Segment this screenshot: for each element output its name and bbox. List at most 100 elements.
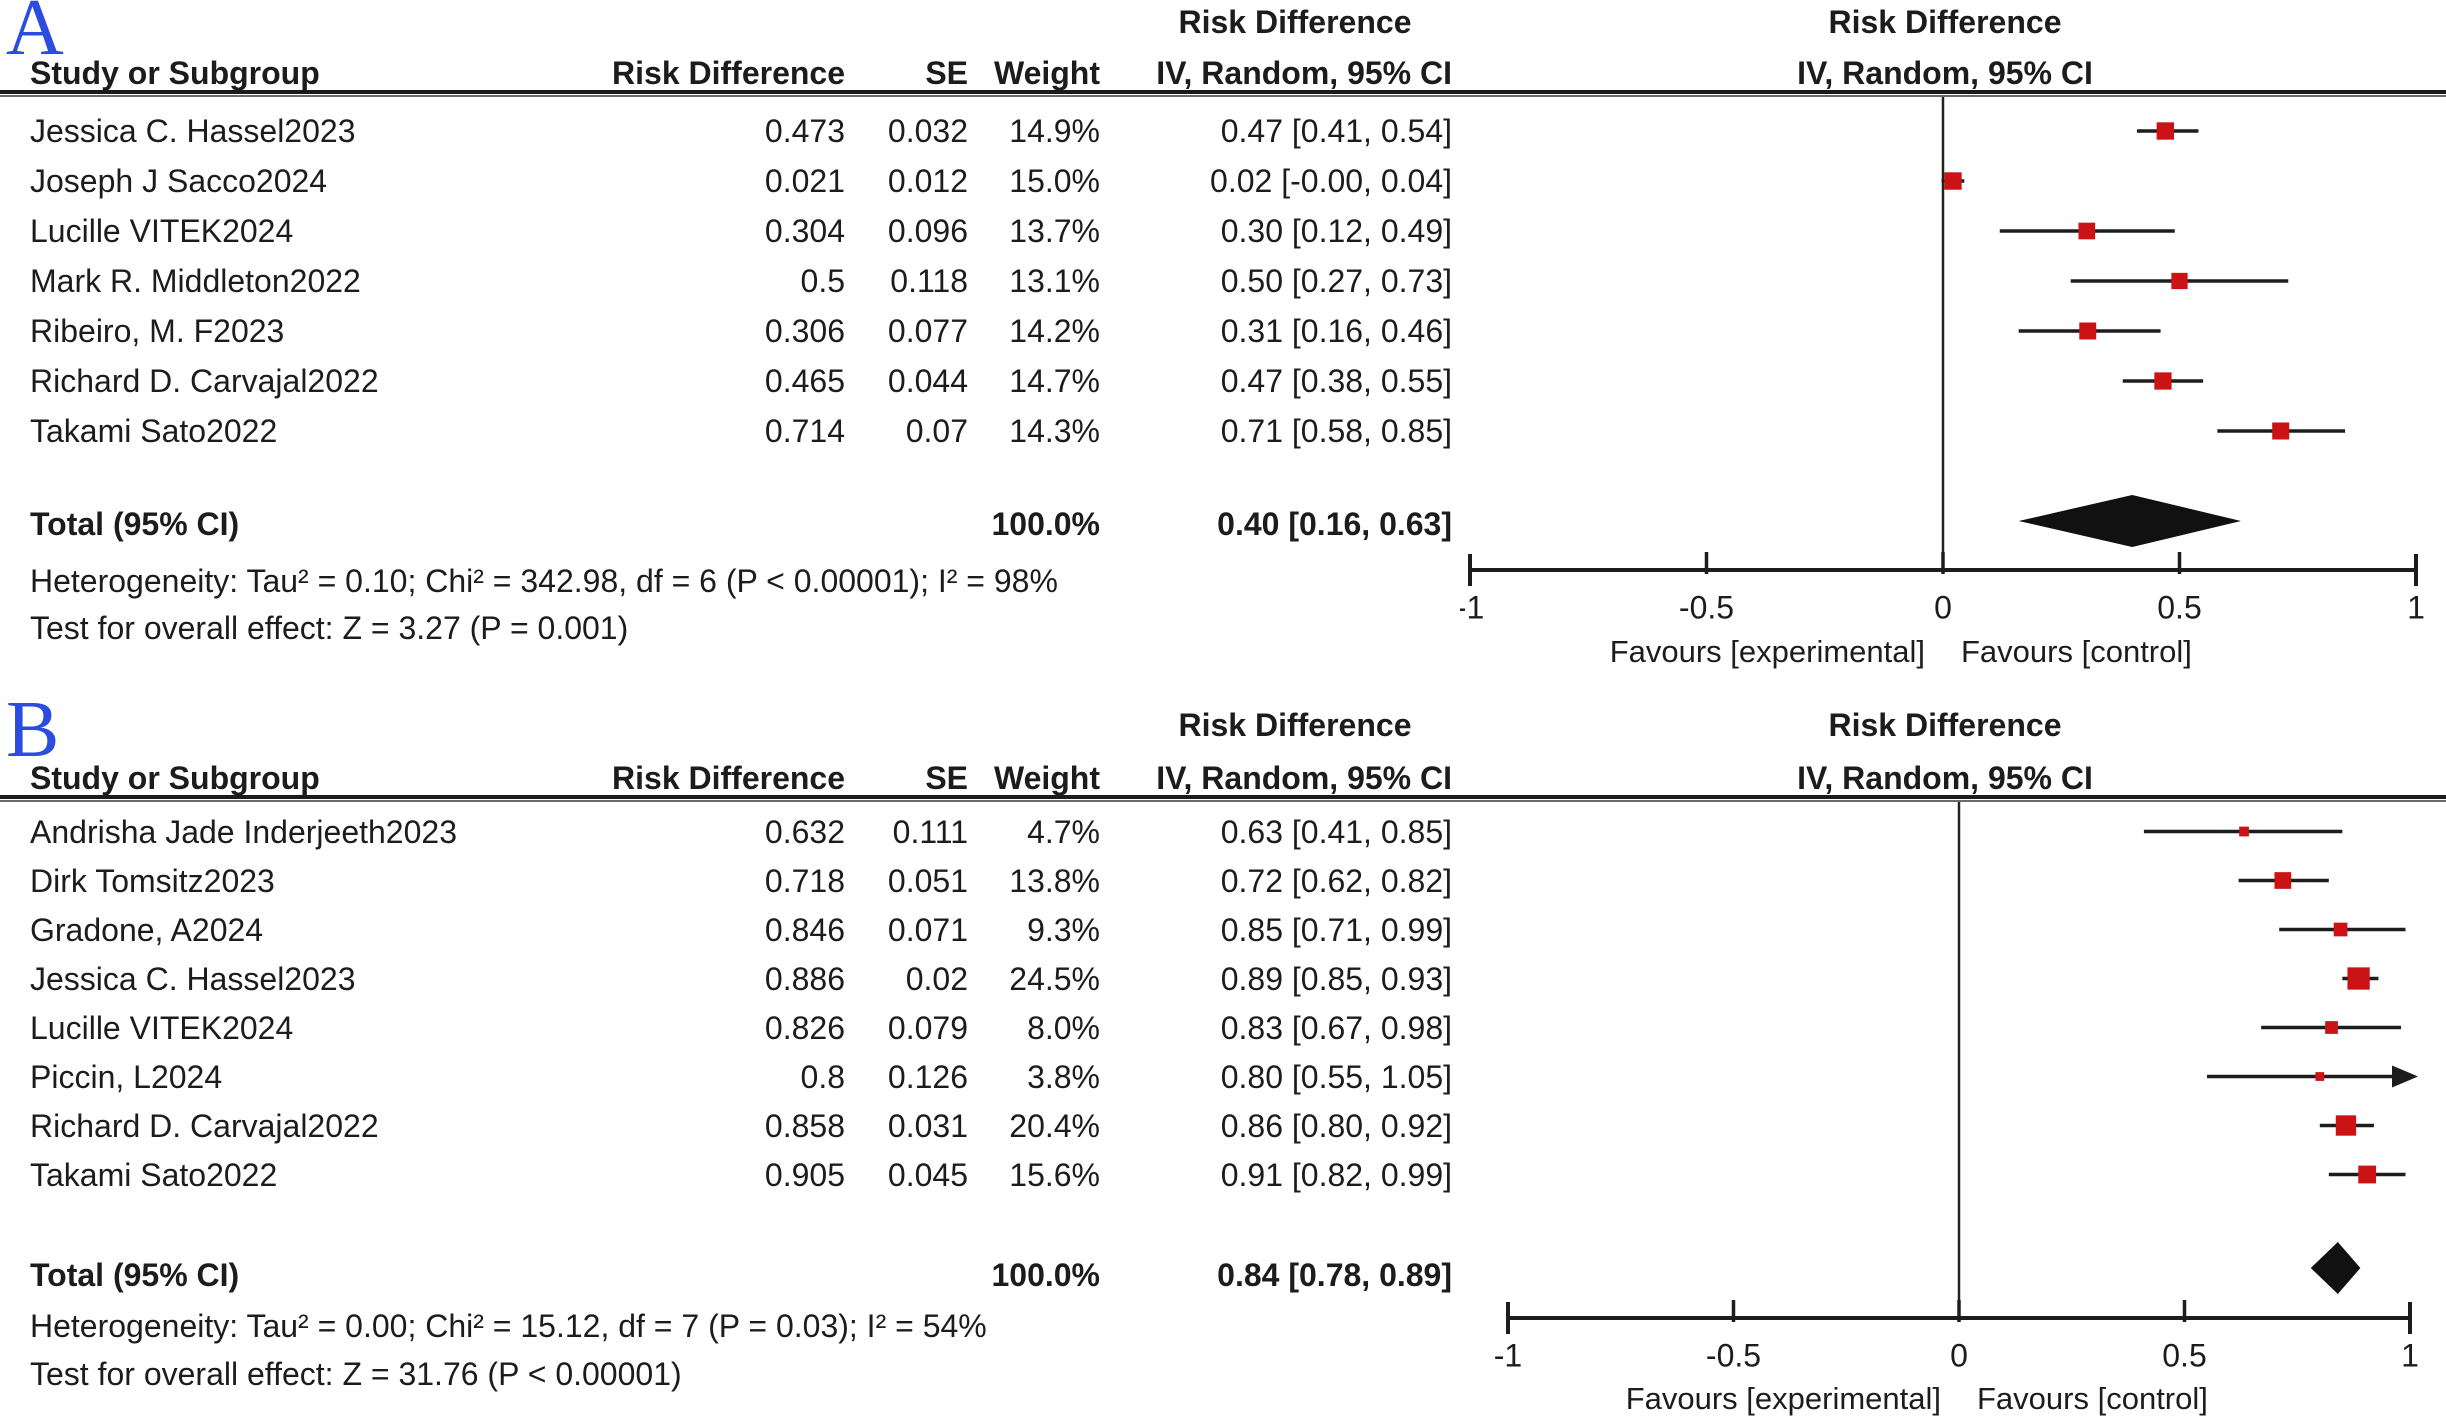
study-name: Gradone, A2024 xyxy=(30,911,264,948)
study-weight: 13.7% xyxy=(1009,213,1100,249)
axis-tick-label: -1 xyxy=(1460,589,1484,625)
total-ci-text: 0.84 [0.78, 0.89] xyxy=(1217,1257,1452,1293)
effect-measure-title-plot-column: Risk Difference xyxy=(1828,4,2062,40)
study-ci-text: 0.63 [0.41, 0.85] xyxy=(1220,813,1452,850)
study-ci-text: 0.83 [0.67, 0.98] xyxy=(1220,1009,1452,1046)
header-rule-dark xyxy=(0,90,2446,94)
study-ci-text: 0.91 [0.82, 0.99] xyxy=(1220,1156,1452,1193)
study-effect: 0.473 xyxy=(764,113,845,149)
header-rule-dark xyxy=(0,795,2446,799)
favours-right-label: Favours [control] xyxy=(1961,634,2192,669)
effect-measure-title-plot-column: Risk Difference xyxy=(1828,707,2062,743)
study-weight: 13.1% xyxy=(1009,263,1100,299)
study-weight: 20.4% xyxy=(1009,1107,1100,1144)
axis-tick-label: 0 xyxy=(1934,589,1952,625)
favours-right-label: Favours [control] xyxy=(1977,1381,2208,1416)
overall-effect-text: Test for overall effect: Z = 31.76 (P < … xyxy=(30,1356,682,1392)
column-header-effect: Risk Difference xyxy=(612,55,845,91)
study-se: 0.077 xyxy=(887,313,968,349)
study-weight: 8.0% xyxy=(1027,1009,1100,1046)
study-ci-text: 0.47 [0.41, 0.54] xyxy=(1220,113,1452,149)
axis-tick-label: 0 xyxy=(1950,1337,1968,1373)
study-weight: 9.3% xyxy=(1027,911,1100,948)
study-weight: 14.9% xyxy=(1009,113,1100,149)
axis-tick-label: 1 xyxy=(2407,589,2425,625)
study-effect: 0.021 xyxy=(764,163,845,199)
study-weight: 15.0% xyxy=(1009,163,1100,199)
study-name: Jessica C. Hassel2023 xyxy=(30,960,356,997)
study-se: 0.118 xyxy=(890,263,968,299)
effect-square xyxy=(2325,1021,2338,1034)
study-effect: 0.8 xyxy=(800,1058,845,1095)
panel-label: B xyxy=(6,686,60,774)
study-name: Richard D. Carvajal2022 xyxy=(30,1107,379,1144)
axis-tick-label: -1 xyxy=(1494,1337,1522,1373)
forest-plot-svg: -1 -0.5 0 0.5 1 Favours [experimental] Favours… xyxy=(1494,802,2419,1416)
study-se: 0.079 xyxy=(887,1009,968,1046)
total-label: Total (95% CI) xyxy=(30,506,240,542)
study-ci-text: 0.86 [0.80, 0.92] xyxy=(1220,1107,1452,1144)
effect-square xyxy=(2272,422,2290,440)
study-se: 0.071 xyxy=(887,911,968,948)
study-ci-text: 0.30 [0.12, 0.49] xyxy=(1220,213,1452,249)
study-se: 0.032 xyxy=(887,113,968,149)
column-header-se: SE xyxy=(925,55,968,91)
study-effect: 0.304 xyxy=(764,213,845,249)
axis-tick-label: 0.5 xyxy=(2162,1337,2206,1373)
study-name: Mark R. Middleton2022 xyxy=(30,263,361,299)
axis-tick-label: 1 xyxy=(2401,1337,2419,1373)
study-ci-text: 0.02 [-0.00, 0.04] xyxy=(1210,163,1452,199)
heterogeneity-text: Heterogeneity: Tau² = 0.00; Chi² = 15.12… xyxy=(30,1308,987,1344)
effect-square xyxy=(2315,1072,2325,1081)
axis-tick-label: -0.5 xyxy=(1679,589,1734,625)
column-header-effect: Risk Difference xyxy=(612,760,845,796)
study-effect: 0.5 xyxy=(800,263,845,299)
study-ci-text: 0.71 [0.58, 0.85] xyxy=(1220,413,1452,449)
header-rule-gray xyxy=(0,800,2446,802)
study-se: 0.051 xyxy=(887,862,968,899)
study-se: 0.096 xyxy=(887,213,968,249)
study-weight: 14.7% xyxy=(1009,363,1100,399)
study-effect: 0.846 xyxy=(764,911,845,948)
study-ci-text: 0.50 [0.27, 0.73] xyxy=(1220,263,1452,299)
effect-square xyxy=(2358,1165,2377,1184)
effect-measure-title-text-column: Risk Difference xyxy=(1178,707,1412,743)
study-name: Andrisha Jade Inderjeeth2023 xyxy=(30,813,457,850)
study-name: Ribeiro, M. F2023 xyxy=(30,313,285,349)
study-name: Piccin, L2024 xyxy=(30,1058,223,1095)
axis-tick-label: 0.5 xyxy=(2157,589,2201,625)
study-effect: 0.718 xyxy=(764,862,845,899)
total-ci-text: 0.40 [0.16, 0.63] xyxy=(1217,506,1452,542)
total-weight: 100.0% xyxy=(991,1257,1100,1293)
study-name: Takami Sato2022 xyxy=(30,1156,278,1193)
study-weight: 4.7% xyxy=(1027,813,1100,850)
effect-square xyxy=(2079,322,2097,340)
effect-square xyxy=(2078,222,2096,240)
column-header-weight: Weight xyxy=(993,760,1100,796)
forest-panel-A: A Risk Difference Risk Difference IV, Rando… xyxy=(0,0,2446,700)
study-effect: 0.306 xyxy=(764,313,845,349)
study-se: 0.07 xyxy=(905,413,968,449)
summary-diamond xyxy=(2310,1242,2361,1294)
study-se: 0.02 xyxy=(905,960,968,997)
favours-left-label: Favours [experimental] xyxy=(1626,1381,1941,1416)
header-rule-gray xyxy=(0,95,2446,97)
study-se: 0.126 xyxy=(887,1058,968,1095)
study-effect: 0.465 xyxy=(764,363,845,399)
study-weight: 15.6% xyxy=(1009,1156,1100,1193)
effect-square xyxy=(1944,172,1962,190)
column-header-study: Study or Subgroup xyxy=(30,760,320,796)
column-header-se: SE xyxy=(925,760,968,796)
study-se: 0.012 xyxy=(887,163,968,199)
panel-label: A xyxy=(6,0,64,72)
study-effect: 0.714 xyxy=(764,413,845,449)
effect-square xyxy=(2333,922,2348,937)
study-name: Jessica C. Hassel2023 xyxy=(30,113,356,149)
effect-square xyxy=(2171,272,2188,290)
effect-square xyxy=(2274,872,2292,889)
study-weight: 3.8% xyxy=(1027,1058,1100,1095)
study-weight: 14.3% xyxy=(1009,413,1100,449)
method-title-plot-column: IV, Random, 95% CI xyxy=(1797,760,2093,796)
effect-measure-title-text-column: Risk Difference xyxy=(1178,4,1412,40)
